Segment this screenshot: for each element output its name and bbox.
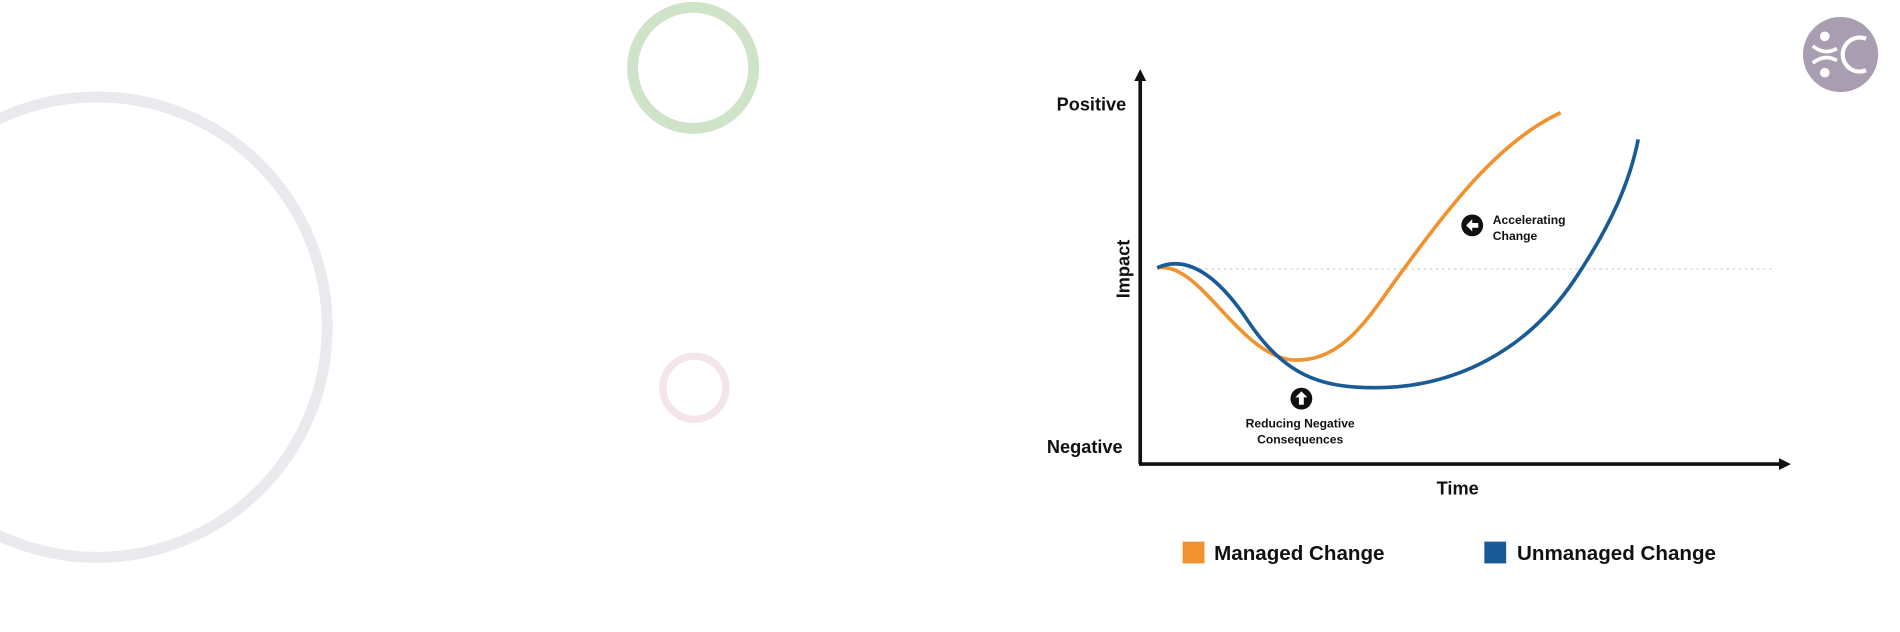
legend-label: Managed Change [1214, 542, 1384, 565]
legend-swatch [1182, 541, 1205, 564]
x-axis-title: Time [1437, 478, 1479, 498]
unmanaged-curve [1156, 138, 1641, 390]
marker-icon [1461, 214, 1484, 237]
decor-ring [659, 352, 730, 423]
logo[interactable] [1803, 16, 1879, 93]
decor-ring [0, 91, 333, 563]
annotation: Consequences [1257, 432, 1343, 446]
legend-label: Unmanaged Change [1517, 542, 1716, 565]
y-top-label: Positive [1057, 94, 1127, 114]
managed-curve [1156, 111, 1562, 362]
y-bottom-label: Negative [1047, 437, 1123, 457]
marker-icon [1290, 387, 1313, 410]
y-axis-title: Impact [1113, 240, 1133, 299]
annotation: Reducing Negative [1246, 417, 1355, 431]
legend-swatch [1484, 541, 1507, 564]
annotation: Accelerating [1493, 213, 1566, 227]
decor-ring [627, 1, 760, 134]
annotation: Change [1493, 229, 1538, 243]
